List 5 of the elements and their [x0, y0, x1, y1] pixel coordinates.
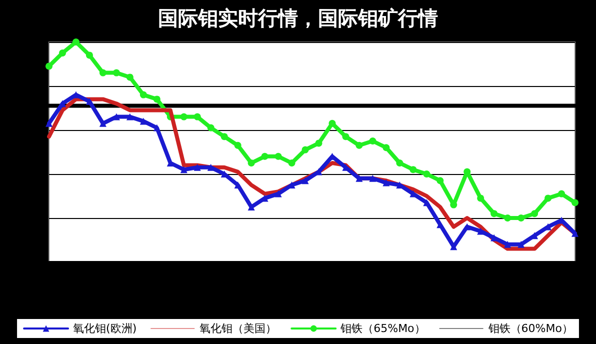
chart-title: 国际钼实时行情，国际钼矿行情	[158, 6, 438, 30]
legend-label: 氧化钼（美国）	[200, 322, 277, 335]
legend-label: 氧化钼(欧洲)	[73, 322, 137, 335]
legend-label: 钼铁（60%Mo）	[487, 322, 573, 335]
legend-label: 钼铁（65%Mo）	[340, 322, 426, 335]
